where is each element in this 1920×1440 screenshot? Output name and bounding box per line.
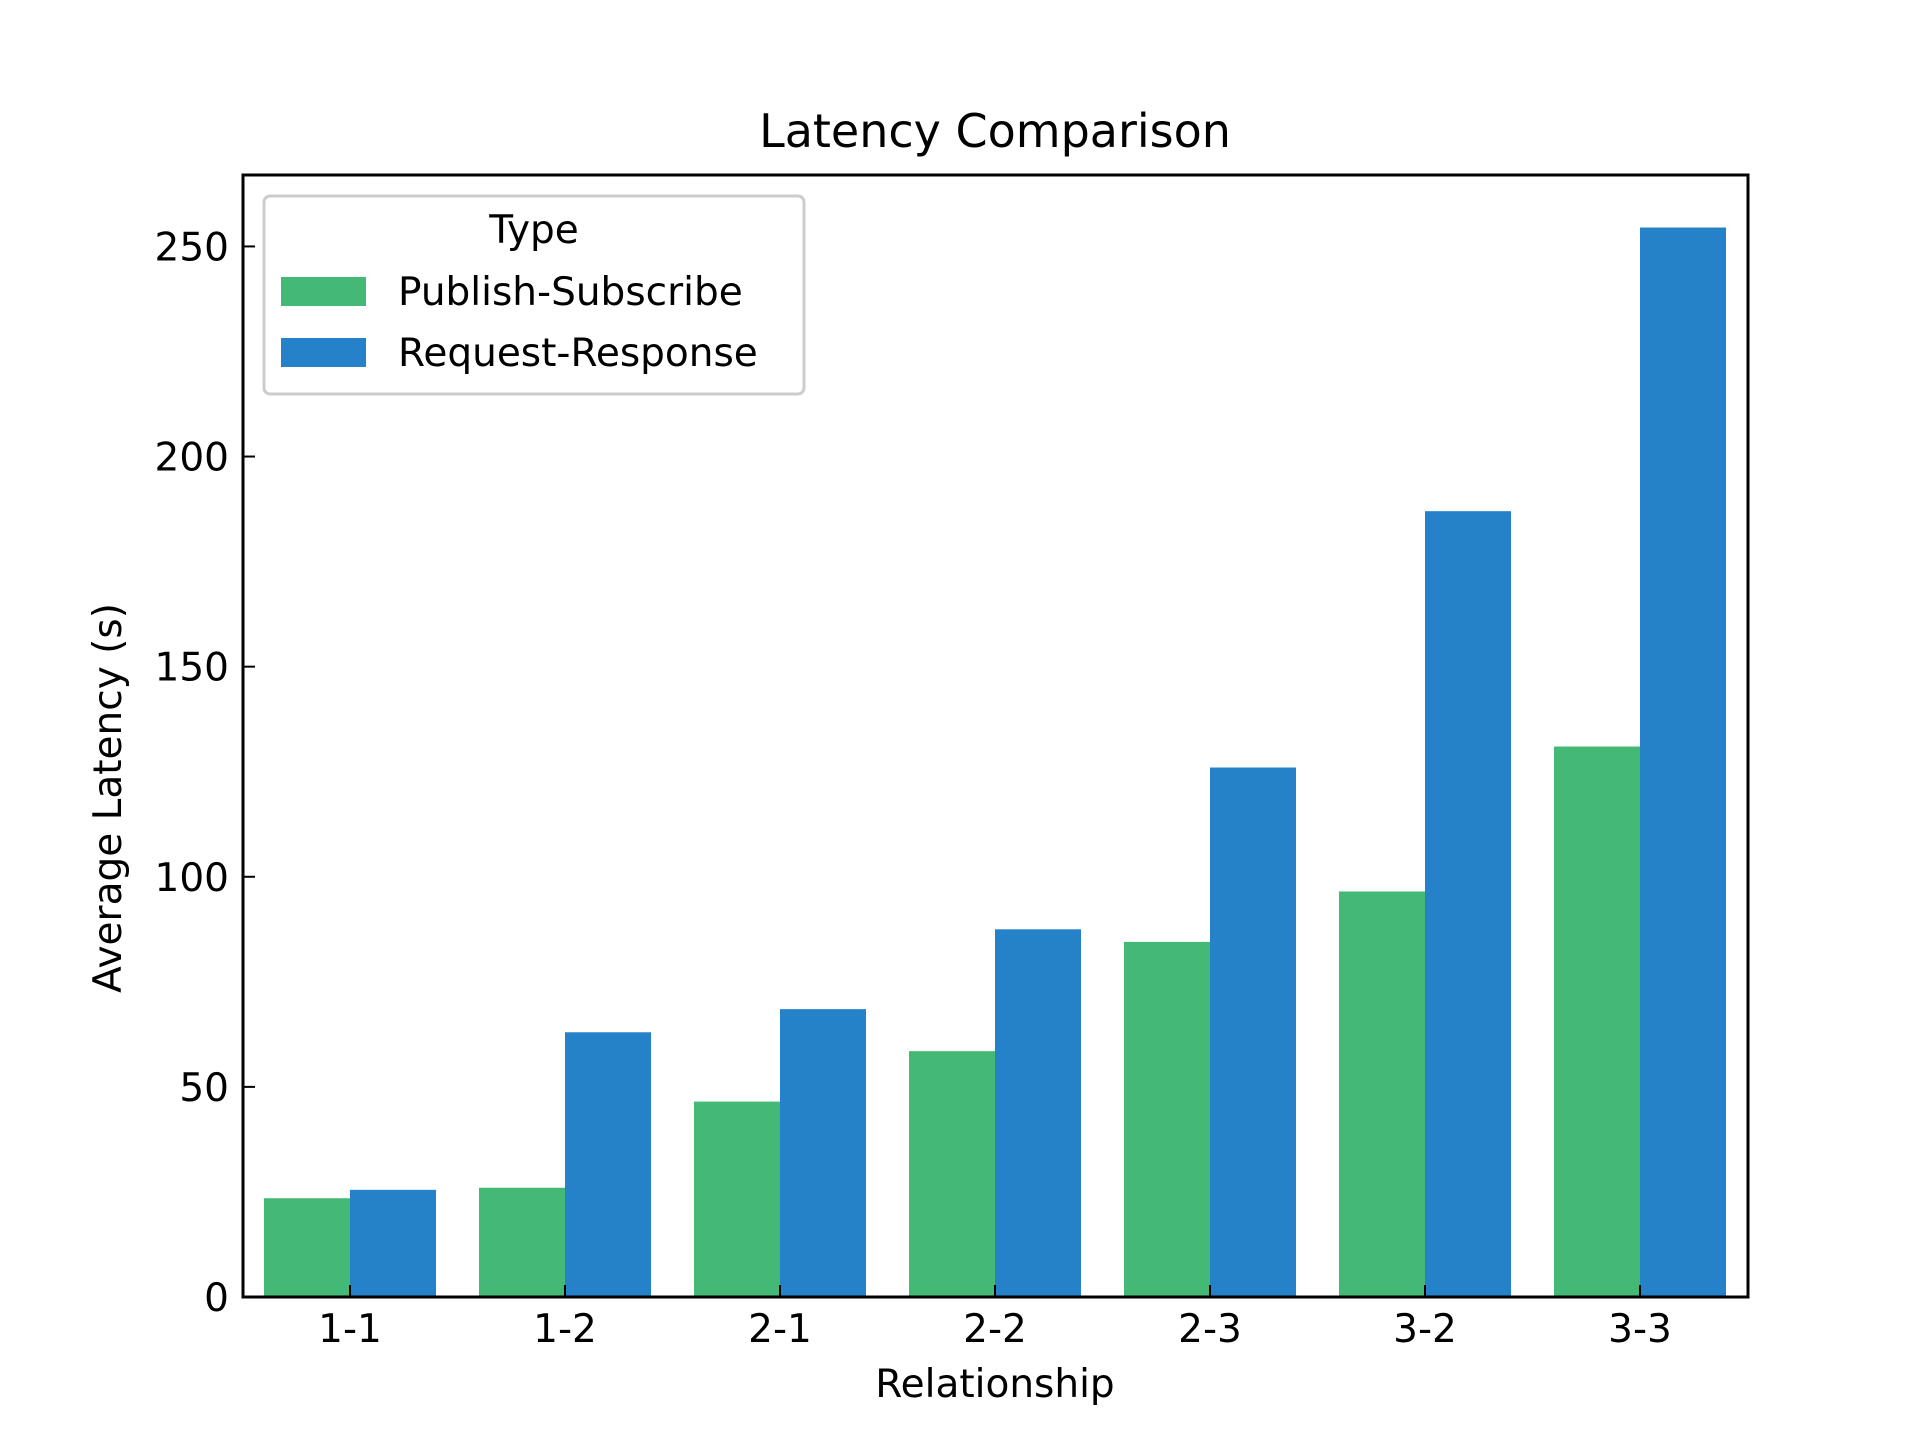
- legend: Type Publish-Subscribe Request-Response: [262, 194, 806, 396]
- bar-request-response-1-2: [565, 1032, 651, 1297]
- x-tick-label: 3-2: [1393, 1307, 1457, 1352]
- bar-request-response-2-2: [995, 929, 1081, 1297]
- bar-publish-subscribe-3-2: [1339, 891, 1425, 1297]
- axes-layer: 0 50 100 150 200 250 1-1 1-2 2-1 2-2 2-3 3-2 3-3: [155, 173, 1750, 1352]
- y-tick-label: 200: [155, 436, 229, 481]
- legend-label-request-response: Request-Response: [398, 331, 758, 376]
- legend-frame: [262, 194, 806, 396]
- x-tick-label: 2-1: [748, 1307, 812, 1352]
- bar-request-response-2-1: [780, 1009, 866, 1297]
- x-axis-label: Relationship: [875, 1362, 1114, 1407]
- bar-publish-subscribe-2-1: [694, 1101, 780, 1297]
- y-tick-label: 100: [155, 856, 229, 901]
- y-axis-label: Average Latency (s): [86, 603, 131, 993]
- y-tick-label: 150: [155, 646, 229, 691]
- bar-request-response-2-3: [1210, 767, 1296, 1297]
- x-tick-label: 1-1: [318, 1307, 382, 1352]
- legend-title: Type: [488, 208, 579, 253]
- x-tick-label: 1-2: [533, 1307, 597, 1352]
- x-tick-label: 2-3: [1178, 1307, 1242, 1352]
- bar-publish-subscribe-3-3: [1554, 746, 1640, 1297]
- bar-publish-subscribe-1-1: [264, 1198, 350, 1297]
- bars-layer: [264, 227, 1726, 1298]
- bar-request-response-3-2: [1425, 511, 1511, 1297]
- legend-label-publish-subscribe: Publish-Subscribe: [398, 270, 743, 315]
- y-tick-label: 0: [204, 1276, 229, 1321]
- x-tick-label: 2-2: [963, 1307, 1027, 1352]
- legend-swatch-publish-subscribe: [281, 277, 366, 306]
- bar-publish-subscribe-1-2: [479, 1187, 565, 1297]
- bar-request-response-1-1: [350, 1189, 436, 1297]
- bar-publish-subscribe-2-3: [1124, 941, 1210, 1297]
- chart-title: Latency Comparison: [759, 104, 1231, 158]
- bar-publish-subscribe-2-2: [909, 1051, 995, 1297]
- bar-request-response-3-3: [1640, 227, 1726, 1298]
- legend-swatch-request-response: [281, 338, 366, 367]
- x-tick-label: 3-3: [1608, 1307, 1672, 1352]
- y-tick-label: 250: [155, 225, 229, 270]
- y-tick-label: 50: [179, 1066, 229, 1111]
